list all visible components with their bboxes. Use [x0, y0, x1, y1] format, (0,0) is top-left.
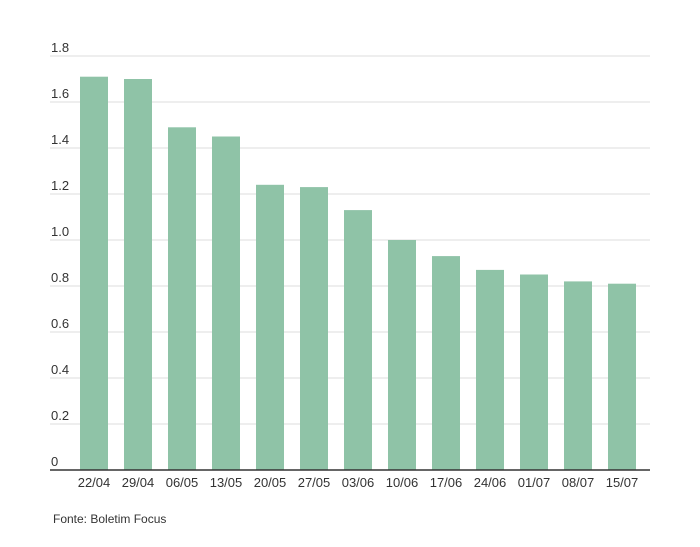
bar-17-06	[432, 256, 460, 470]
x-tick-label: 03/06	[342, 475, 375, 490]
bar-13-05	[212, 136, 240, 470]
y-tick-label: 0.4	[51, 362, 69, 377]
x-tick-label: 24/06	[474, 475, 507, 490]
y-tick-label: 1.4	[51, 132, 69, 147]
y-tick-label: 1.8	[51, 40, 69, 55]
x-tick-label: 20/05	[254, 475, 287, 490]
source-note: Fonte: Boletim Focus	[53, 512, 167, 526]
x-axis-ticks: 22/04 29/04 06/05 13/05 20/05 27/05 03/06 10/06…	[78, 475, 639, 490]
y-tick-label: 0.2	[51, 408, 69, 423]
bars	[80, 76, 636, 471]
y-tick-label: 1.0	[51, 224, 69, 239]
bar-15-07	[608, 283, 636, 470]
bar-29-04	[124, 79, 152, 470]
bar-08-07	[564, 281, 592, 470]
bar-24-06	[476, 269, 504, 470]
y-axis-ticks: 0 0.2 0.4 0.6 0.8 1.0 1.2 1.4 1.6 1.8	[51, 40, 69, 469]
bar-03-06	[344, 210, 372, 470]
bar-10-06	[388, 240, 416, 470]
x-tick-label: 15/07	[606, 475, 639, 490]
x-tick-label: 17/06	[430, 475, 463, 490]
x-tick-label: 29/04	[122, 475, 155, 490]
bar-01-07	[520, 274, 548, 470]
x-tick-label: 06/05	[166, 475, 199, 490]
x-tick-label: 13/05	[210, 475, 243, 490]
x-tick-label: 10/06	[386, 475, 419, 490]
y-tick-label: 0	[51, 454, 58, 469]
bar-27-05	[300, 187, 328, 470]
y-tick-label: 0.8	[51, 270, 69, 285]
x-tick-label: 08/07	[562, 475, 595, 490]
bar-22-04	[80, 76, 108, 470]
y-tick-label: 1.2	[51, 178, 69, 193]
x-tick-label: 27/05	[298, 475, 331, 490]
x-tick-label: 01/07	[518, 475, 551, 490]
bar-06-05	[168, 127, 196, 471]
x-tick-label: 22/04	[78, 475, 111, 490]
y-tick-label: 1.6	[51, 86, 69, 101]
y-tick-label: 0.6	[51, 316, 69, 331]
bar-20-05	[256, 184, 284, 471]
